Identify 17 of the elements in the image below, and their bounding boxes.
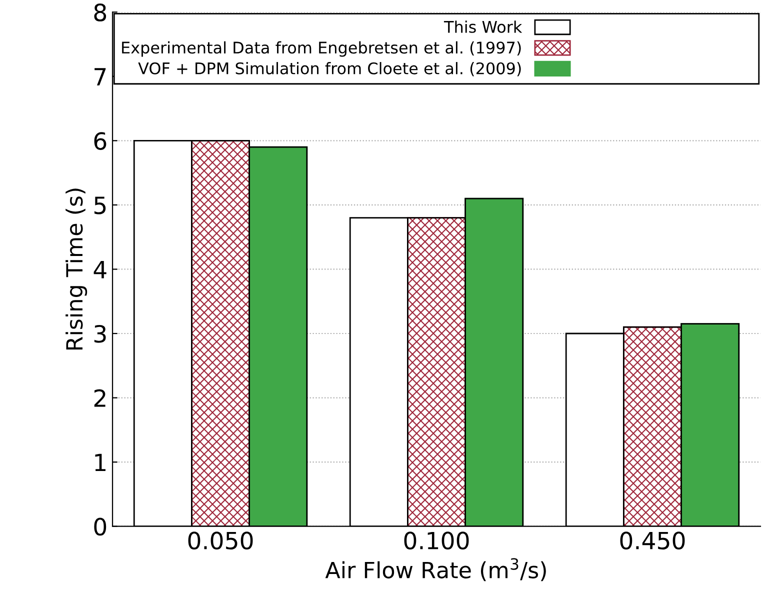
y-tick-label: 3 bbox=[94, 324, 106, 343]
y-tick-label: 7 bbox=[94, 68, 106, 86]
y-axis-title: Rising Time (s) bbox=[66, 188, 88, 350]
legend-label: This Work bbox=[444, 20, 522, 33]
x-axis-title: Air Flow Rate (m$^{3}$/s) bbox=[325, 558, 546, 582]
y-tick-label: 4 bbox=[94, 260, 106, 278]
x-tick-label: 0.100 bbox=[404, 532, 469, 550]
y-tick-label: 0 bbox=[94, 518, 106, 536]
legend-label: VOF + DPM Simulation from Cloete et al. (2009) bbox=[138, 62, 521, 76]
legend-label: Experimental Data from Engebretsen et al. (1997) bbox=[122, 41, 521, 57]
y-tick-label: 6 bbox=[94, 132, 106, 150]
y-tick-label: 8 bbox=[94, 4, 106, 22]
y-tick-label: 1 bbox=[95, 454, 106, 472]
y-tick-label: 5 bbox=[94, 196, 106, 214]
x-tick-label: 0.450 bbox=[620, 532, 685, 550]
y-tick-label: 2 bbox=[94, 389, 106, 407]
x-tick-label: 0.050 bbox=[188, 532, 253, 550]
